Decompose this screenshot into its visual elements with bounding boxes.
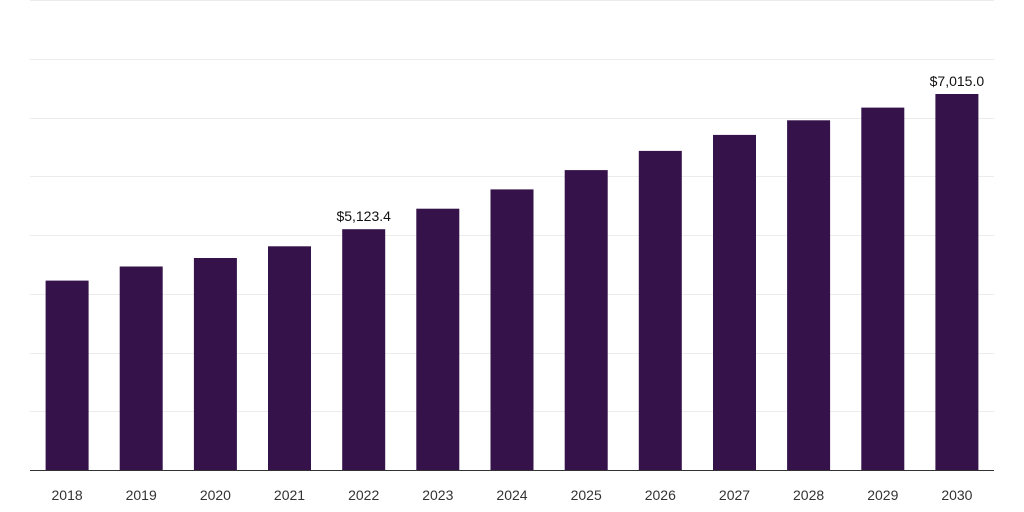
data-label-2022: $5,123.4 [336, 208, 391, 224]
x-tick-label-2028: 2028 [793, 487, 824, 503]
bars [45, 94, 979, 471]
bar-2024[interactable] [490, 189, 534, 470]
x-tick-label-2022: 2022 [348, 487, 379, 503]
bar-2027[interactable] [713, 134, 756, 470]
x-tick-label-2026: 2026 [645, 487, 676, 503]
x-axis-tick-labels: 2018 2019 2020 2021 2022 2023 2024 2025 2026 2027… [52, 487, 973, 503]
data-label-2030: $7,015.0 [930, 73, 985, 89]
bar-2021[interactable] [268, 246, 311, 470]
x-tick-label-2025: 2025 [571, 487, 602, 503]
data-labels: $5,123.4 $7,015.0 [336, 73, 984, 224]
bar-2023[interactable] [416, 208, 460, 470]
bar-2030[interactable] [935, 94, 979, 470]
bar-2025[interactable] [564, 170, 608, 470]
bar-2019[interactable] [119, 266, 163, 471]
x-tick-label-2030: 2030 [941, 487, 972, 503]
bar-2029[interactable] [861, 107, 905, 470]
bar-2020[interactable] [193, 258, 237, 470]
bar-2022[interactable] [342, 229, 386, 470]
x-tick-label-2019: 2019 [126, 487, 157, 503]
x-tick-label-2020: 2020 [200, 487, 231, 503]
x-tick-label-2018: 2018 [52, 487, 83, 503]
x-tick-label-2023: 2023 [422, 487, 453, 503]
x-tick-label-2027: 2027 [719, 487, 750, 503]
x-tick-label-2021: 2021 [274, 487, 305, 503]
bar-2028[interactable] [787, 120, 831, 471]
x-tick-label-2029: 2029 [867, 487, 898, 503]
bar-2026[interactable] [638, 150, 682, 470]
x-tick-label-2024: 2024 [496, 487, 527, 503]
bar-2018[interactable] [45, 280, 89, 470]
